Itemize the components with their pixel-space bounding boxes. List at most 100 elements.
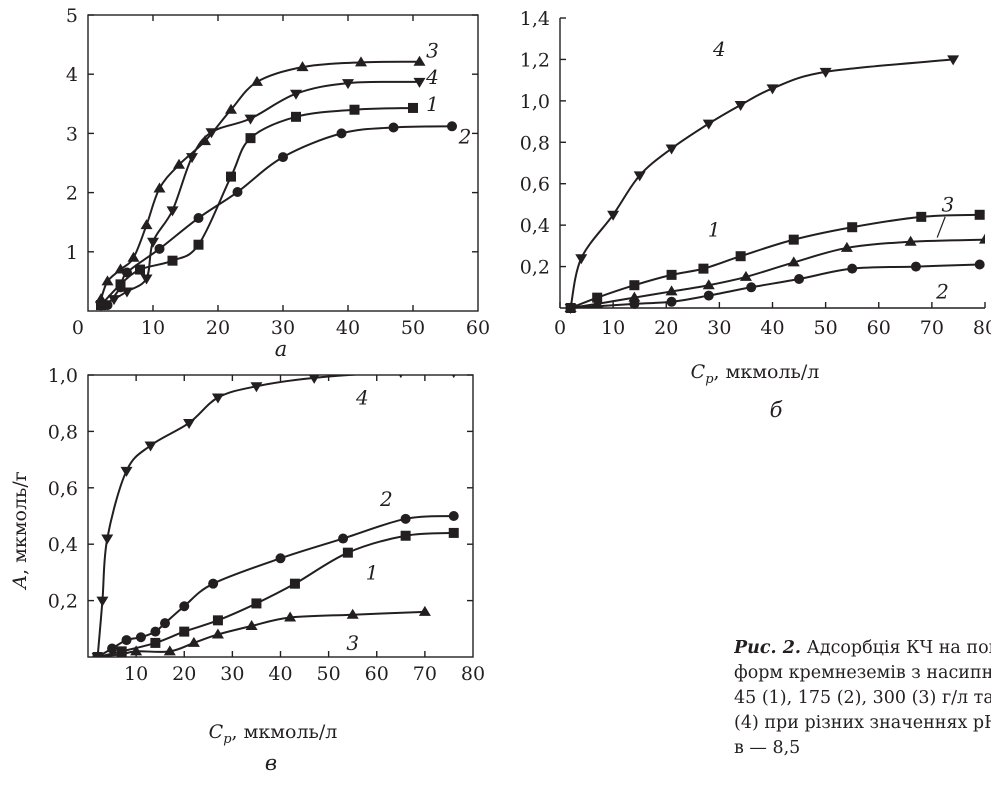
data-point-3-a (355, 56, 367, 67)
data-point-3-a (225, 103, 237, 114)
x-axis-title-b: Cp, мкмоль/л (691, 361, 820, 387)
y-tick-label-b: 0,8 (520, 132, 550, 154)
y-tick-label-a: 2 (66, 183, 78, 205)
data-point-4-c (101, 534, 114, 545)
data-point-3-c (346, 608, 359, 619)
data-point-2-b (703, 290, 714, 301)
series-line-4-b (569, 58, 954, 309)
data-point-2-a (388, 122, 399, 133)
data-point-4-b (766, 84, 779, 95)
x-tick-label-c: 10 (124, 663, 148, 685)
plot-area-c (91, 375, 459, 657)
x-tick-label-a: 30 (271, 317, 295, 339)
data-point-4-a (166, 206, 179, 217)
data-point-4-b (702, 119, 715, 130)
data-point-3-c (245, 619, 258, 630)
y-axis-symbol: A (9, 575, 31, 591)
caption-line-1: Рис. 2. Адсорбція КЧ на поверхні рі (734, 636, 991, 661)
x-tick-label-a: 20 (206, 317, 230, 339)
series-line-2-a (106, 125, 453, 306)
x-tick-label-b: 50 (814, 317, 838, 339)
x-tick-label-a: 60 (466, 317, 490, 339)
x-tick-label-b: 70 (920, 317, 944, 339)
y-tick-label-c: 0,4 (48, 534, 78, 556)
data-point-3-c (187, 636, 200, 647)
data-point-2-a (447, 121, 457, 132)
data-point-2-a (336, 128, 347, 139)
data-point-3-c (163, 645, 176, 656)
figure-caption: Рис. 2. Адсорбція КЧ на поверхні рі форм… (734, 636, 991, 786)
data-point-2-b (847, 263, 858, 274)
data-point-1-c (150, 637, 161, 648)
curve-label-3-c: 3 (346, 631, 359, 655)
curve-label-2-b: 2 (935, 279, 949, 303)
data-point-3-a (413, 55, 426, 66)
chart-panel-c: в 10 20 30 40 50 60 70 80 0,2 0,4 0,6 0,8 1,0 4 2 1 3 (48, 365, 485, 775)
series-line-1-c (97, 531, 454, 657)
data-point-2-c (179, 601, 190, 612)
x-tick-label-c: 80 (461, 663, 485, 685)
data-point-3-a (140, 219, 153, 230)
data-point-2-b (666, 296, 677, 307)
data-point-2-c (150, 626, 161, 637)
data-point-2-b (794, 274, 805, 284)
plot-area-b (564, 55, 985, 314)
x-axis-subscript-c: p (223, 732, 232, 747)
y-tick-label-a: 5 (66, 5, 78, 27)
data-point-1-a (226, 171, 236, 182)
data-point-1-b (974, 209, 985, 220)
data-point-2-c (338, 533, 349, 544)
curve-label-4-c: 4 (355, 386, 369, 410)
x-axis-title-c: Cp, мкмоль/л (209, 721, 338, 747)
y-tick-label-b: 1,0 (520, 91, 550, 113)
data-point-1-b (788, 234, 799, 245)
data-point-3-b (840, 241, 853, 252)
data-point-4-c (211, 393, 224, 404)
data-point-2-c (400, 513, 411, 524)
panel-letter-b: б (770, 398, 783, 422)
data-point-3-c (418, 605, 431, 616)
data-point-2-c (107, 643, 118, 654)
caption-line-4: (4) при різних значеннях pH: a — 3,5; б … (734, 713, 991, 733)
curve-label-1-c: 1 (366, 560, 379, 584)
caption-line-2: форм кремнеземів з насипною густиною (734, 663, 991, 683)
curve-label-1-a: 1 (426, 92, 439, 116)
data-point-3-b (628, 291, 641, 302)
curve-label-2-c: 2 (379, 487, 393, 511)
data-point-3-a (251, 75, 263, 86)
y-tick-label-c: 1,0 (48, 365, 78, 387)
data-point-2-a (154, 243, 165, 254)
data-point-4-c (398, 375, 403, 379)
panel-letter-a: a (275, 337, 288, 361)
axes-c (87, 374, 474, 658)
data-point-3-a (101, 275, 114, 286)
curve-label-4-b: 4 (712, 37, 726, 61)
data-point-4-b (665, 144, 678, 155)
data-point-4-c (451, 375, 456, 379)
data-point-4-c (183, 418, 196, 429)
data-point-4-a (108, 295, 120, 306)
data-point-1-c (400, 530, 411, 541)
data-point-4-c (96, 596, 109, 607)
data-point-1-c (289, 578, 300, 589)
data-point-3-a (173, 158, 185, 169)
x-axis-unit-c: , мкмоль/л (232, 721, 338, 743)
caption-label: Рис. 2. (734, 638, 801, 658)
series-markers-2-a (102, 121, 457, 311)
data-point-2-c (160, 618, 170, 629)
data-point-4-a (413, 77, 426, 88)
y-tick-label-c: 0,2 (48, 591, 78, 613)
data-point-1-a (291, 111, 301, 122)
data-point-4-b (575, 254, 588, 265)
x-tick-label-b: 20 (654, 317, 678, 339)
data-point-3-c (284, 611, 297, 622)
data-point-1-c (179, 626, 190, 637)
data-point-1-b (698, 263, 709, 274)
y-tick-label-b: 1,4 (520, 8, 550, 30)
x-tick-label-a: 10 (141, 317, 165, 339)
x-axis-unit-b: , мкмоль/л (714, 361, 820, 383)
data-point-2-b (910, 261, 921, 272)
series-line-3-b (570, 238, 985, 309)
data-point-3-c (116, 648, 127, 657)
